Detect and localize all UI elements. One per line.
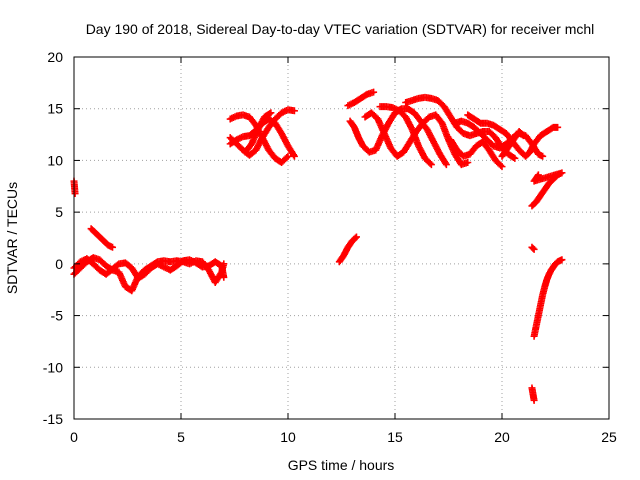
x-axis-label: GPS time / hours	[288, 457, 395, 473]
series-seg-18	[498, 127, 527, 160]
data-point	[511, 154, 519, 162]
series-seg-2	[70, 254, 228, 295]
data-point	[267, 109, 275, 117]
series-seg-19	[528, 243, 538, 253]
y-tick-label: 20	[47, 49, 63, 65]
x-tick-label: 0	[70, 429, 78, 445]
series-seg-3	[70, 255, 228, 282]
data-point	[426, 159, 434, 167]
data-point	[442, 161, 450, 169]
series-seg-8	[241, 109, 275, 156]
x-tick-label: 20	[494, 429, 510, 445]
data-point	[290, 152, 298, 160]
data-point	[530, 245, 538, 253]
data-point	[510, 154, 518, 162]
data-point	[290, 107, 298, 115]
series-seg-1	[70, 177, 79, 198]
x-tick-label: 10	[280, 429, 296, 445]
data-point	[351, 234, 359, 242]
y-tick-label: 10	[47, 152, 63, 168]
series-seg-21	[528, 384, 538, 404]
data-point	[284, 152, 292, 160]
data-point	[497, 161, 505, 169]
data-point	[539, 152, 547, 160]
series-seg-4	[87, 225, 117, 251]
data-point	[71, 190, 79, 198]
x-tick-label: 25	[601, 429, 617, 445]
data-point	[441, 159, 449, 167]
series-seg-16	[451, 117, 547, 160]
data-point	[427, 161, 435, 169]
data-point	[464, 158, 472, 166]
data-point	[370, 88, 378, 96]
y-tick-label: 0	[55, 256, 63, 272]
series-seg-11	[346, 105, 450, 169]
axis-ticks	[73, 56, 610, 420]
data-marks	[70, 88, 566, 404]
data-point	[534, 172, 542, 180]
data-point	[283, 154, 291, 162]
y-axis-label: SDTVAR / TECUs	[4, 182, 20, 294]
data-point	[529, 244, 537, 252]
series-seg-10	[344, 88, 378, 110]
data-point	[220, 273, 228, 281]
y-tick-label: -15	[43, 411, 63, 427]
series-seg-15	[447, 136, 506, 171]
grid	[74, 57, 609, 419]
y-tick-label: 5	[55, 204, 63, 220]
series-seg-9	[335, 233, 360, 266]
data-point	[530, 396, 538, 404]
tick-labels: 0 5 10 15 20 25 -15 -10 -5 0 5 10 15 20	[43, 49, 617, 445]
plot-frame	[73, 56, 610, 420]
data-point	[558, 256, 566, 264]
series-seg-22	[530, 256, 566, 340]
data-point	[109, 243, 117, 251]
data-point	[352, 233, 360, 241]
y-tick-label: 15	[47, 101, 63, 117]
data-point	[498, 163, 506, 171]
y-tick-label: -5	[51, 308, 64, 324]
data-point	[554, 123, 562, 131]
data-point	[266, 110, 274, 118]
y-tick-label: -10	[43, 359, 63, 375]
chart-title: Day 190 of 2018, Sidereal Day-to-day VTE…	[86, 21, 595, 37]
series-seg-6	[226, 106, 298, 159]
x-tick-label: 15	[387, 429, 403, 445]
data-point	[290, 151, 298, 159]
data-point	[519, 132, 527, 140]
series-seg-13	[376, 103, 435, 169]
data-point	[534, 171, 542, 179]
data-point	[518, 131, 526, 139]
series-seg-20	[528, 169, 566, 210]
x-tick-label: 5	[177, 429, 185, 445]
